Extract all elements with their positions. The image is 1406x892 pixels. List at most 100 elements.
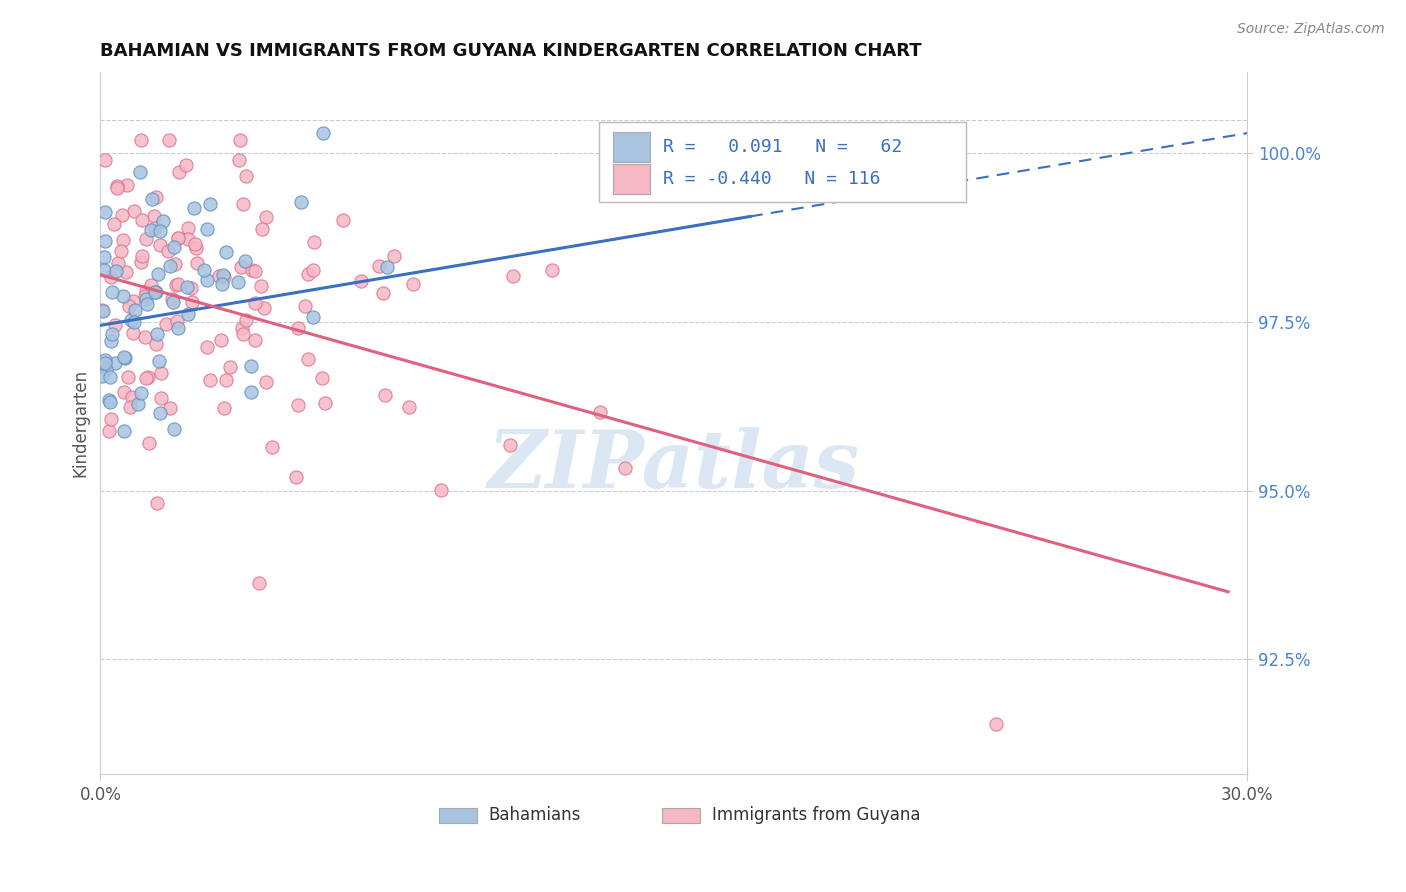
- Point: [98, 393, 121, 408]
- Point: [93, 235, 115, 249]
- Point: [243, 264, 266, 278]
- Point: [174, 158, 197, 172]
- Point: [134, 330, 156, 344]
- Point: [122, 293, 145, 308]
- Point: [235, 312, 257, 326]
- Point: [240, 384, 263, 399]
- Point: [112, 424, 135, 438]
- Point: [105, 181, 128, 195]
- Text: ZIPatlas: ZIPatlas: [488, 426, 860, 504]
- Point: [97, 424, 120, 438]
- Point: [118, 401, 141, 415]
- Point: [232, 197, 254, 211]
- Point: [169, 164, 191, 178]
- Point: [104, 264, 127, 278]
- Point: [100, 285, 122, 300]
- Point: [127, 397, 149, 411]
- Point: [160, 293, 183, 307]
- Point: [228, 153, 250, 168]
- Point: [152, 213, 174, 227]
- FancyBboxPatch shape: [613, 132, 650, 161]
- Point: [301, 310, 323, 325]
- Point: [131, 249, 153, 263]
- Point: [166, 231, 188, 245]
- Point: [239, 359, 262, 373]
- Point: [138, 435, 160, 450]
- Point: [402, 277, 425, 291]
- Point: [252, 222, 274, 236]
- Point: [112, 350, 135, 364]
- Point: [162, 294, 184, 309]
- Point: [145, 337, 167, 351]
- Point: [157, 133, 180, 147]
- Text: BAHAMIAN VS IMMIGRANTS FROM GUYANA KINDERGARTEN CORRELATION CHART: BAHAMIAN VS IMMIGRANTS FROM GUYANA KINDE…: [100, 42, 922, 60]
- Point: [141, 192, 163, 206]
- Point: [145, 285, 167, 299]
- Point: [297, 267, 319, 281]
- Point: [229, 260, 252, 274]
- Point: [146, 267, 169, 281]
- Point: [254, 211, 277, 225]
- Point: [499, 438, 522, 452]
- Point: [100, 412, 122, 426]
- Point: [588, 405, 610, 419]
- Point: [94, 361, 117, 376]
- Point: [218, 360, 240, 375]
- Point: [382, 249, 405, 263]
- Point: [177, 221, 200, 235]
- Point: [149, 406, 172, 420]
- Point: [103, 217, 125, 231]
- Point: [166, 313, 188, 327]
- Point: [150, 366, 173, 380]
- Point: [112, 289, 135, 303]
- Point: [195, 273, 218, 287]
- Point: [149, 224, 172, 238]
- Point: [502, 268, 524, 283]
- Point: [143, 285, 166, 299]
- FancyBboxPatch shape: [599, 121, 966, 202]
- Point: [131, 212, 153, 227]
- Point: [94, 352, 117, 367]
- Point: [332, 212, 354, 227]
- Point: [148, 354, 170, 368]
- Point: [176, 279, 198, 293]
- Point: [100, 334, 122, 348]
- Point: [101, 327, 124, 342]
- Y-axis label: Kindergarten: Kindergarten: [72, 369, 89, 477]
- Point: [253, 301, 276, 315]
- Point: [93, 250, 115, 264]
- Text: Immigrants from Guyana: Immigrants from Guyana: [711, 806, 920, 824]
- Point: [122, 326, 145, 340]
- FancyBboxPatch shape: [613, 164, 650, 194]
- Text: Bahamians: Bahamians: [488, 806, 581, 824]
- Point: [209, 333, 232, 347]
- Point: [211, 268, 233, 282]
- Point: [121, 391, 143, 405]
- Point: [163, 422, 186, 436]
- Point: [98, 395, 121, 409]
- Point: [117, 299, 139, 313]
- Point: [375, 260, 398, 275]
- Point: [245, 334, 267, 348]
- Point: [235, 169, 257, 183]
- Point: [146, 326, 169, 341]
- Point: [104, 355, 127, 369]
- Point: [155, 318, 177, 332]
- Text: Source: ZipAtlas.com: Source: ZipAtlas.com: [1237, 22, 1385, 37]
- Point: [245, 296, 267, 310]
- Point: [129, 133, 152, 147]
- Point: [122, 204, 145, 219]
- FancyBboxPatch shape: [439, 807, 477, 823]
- Point: [115, 178, 138, 192]
- Point: [229, 133, 252, 147]
- Point: [124, 315, 146, 329]
- Point: [193, 263, 215, 277]
- Point: [297, 352, 319, 367]
- Point: [131, 255, 153, 269]
- Point: [430, 483, 453, 497]
- Point: [183, 201, 205, 215]
- Point: [93, 263, 115, 277]
- Point: [165, 277, 187, 292]
- Point: [139, 223, 162, 237]
- Point: [541, 262, 564, 277]
